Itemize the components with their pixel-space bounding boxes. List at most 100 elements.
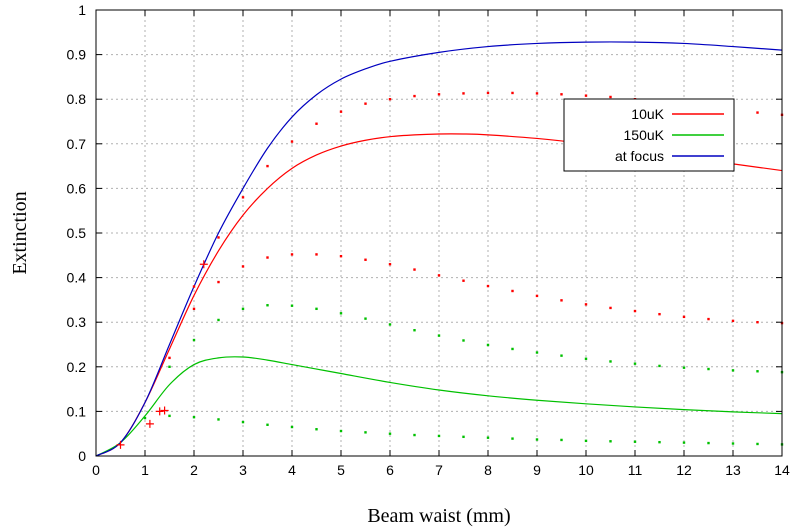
data-point <box>168 415 170 417</box>
data-point <box>168 357 170 359</box>
data-point <box>217 418 219 420</box>
data-point <box>585 94 587 96</box>
data-point <box>389 263 391 265</box>
data-point <box>683 316 685 318</box>
y-tick-label: 0.5 <box>67 225 87 241</box>
x-tick-label: 6 <box>386 462 394 478</box>
legend: 10uK 150uK at focus <box>564 99 734 171</box>
data-point <box>732 369 734 371</box>
legend-label: 150uK <box>624 127 665 143</box>
data-point <box>340 110 342 112</box>
x-tick-label: 5 <box>337 462 345 478</box>
data-point <box>389 323 391 325</box>
y-tick-label: 0.8 <box>67 91 87 107</box>
legend-label: 10uK <box>631 106 664 122</box>
data-point <box>413 434 415 436</box>
x-tick-label: 8 <box>484 462 492 478</box>
data-point <box>609 307 611 309</box>
data-point <box>487 92 489 94</box>
y-axis-title: Extinction <box>9 191 31 274</box>
y-tick-label: 0 <box>78 448 86 464</box>
data-point <box>585 440 587 442</box>
x-tick-label: 3 <box>239 462 247 478</box>
data-point <box>609 440 611 442</box>
data-point <box>315 123 317 125</box>
data-point <box>242 308 244 310</box>
data-point <box>315 428 317 430</box>
data-point <box>193 285 195 287</box>
data-point <box>462 436 464 438</box>
data-point <box>217 319 219 321</box>
data-point <box>756 443 758 445</box>
data-point <box>756 370 758 372</box>
data-point <box>560 439 562 441</box>
data-point <box>291 253 293 255</box>
data-point <box>266 256 268 258</box>
data-point <box>438 435 440 437</box>
data-point <box>732 442 734 444</box>
data-point <box>487 344 489 346</box>
x-tick-label: 4 <box>288 462 296 478</box>
data-point <box>487 285 489 287</box>
x-tick-label: 1 <box>141 462 149 478</box>
data-point <box>707 368 709 370</box>
legend-label: at focus <box>615 148 664 164</box>
x-tick-label: 0 <box>92 462 100 478</box>
data-point <box>511 437 513 439</box>
data-point <box>364 259 366 261</box>
data-point <box>364 317 366 319</box>
data-point <box>560 354 562 356</box>
data-point <box>511 348 513 350</box>
data-point <box>609 96 611 98</box>
data-point <box>340 430 342 432</box>
data-point <box>732 320 734 322</box>
data-point <box>217 236 219 238</box>
data-point <box>634 310 636 312</box>
data-point <box>291 140 293 142</box>
y-tick-label: 1 <box>78 2 86 18</box>
y-tick-label: 0.9 <box>67 47 87 63</box>
x-tick-label: 11 <box>628 462 643 478</box>
x-tick-label: 2 <box>190 462 198 478</box>
y-tick-label: 0.6 <box>67 180 87 196</box>
data-point <box>634 441 636 443</box>
data-point <box>266 304 268 306</box>
data-point <box>438 274 440 276</box>
data-point <box>389 433 391 435</box>
data-point <box>756 111 758 113</box>
data-point <box>536 92 538 94</box>
data-point <box>634 362 636 364</box>
data-point <box>242 265 244 267</box>
data-point <box>168 366 170 368</box>
y-tick-label: 0.4 <box>67 270 87 286</box>
data-point <box>193 339 195 341</box>
y-tick-label: 0.7 <box>67 136 87 152</box>
data-point <box>340 312 342 314</box>
data-point <box>585 303 587 305</box>
data-point <box>658 365 660 367</box>
data-point <box>438 334 440 336</box>
x-tick-label: 7 <box>435 462 443 478</box>
y-tick-label: 0.1 <box>67 403 87 419</box>
data-point <box>511 92 513 94</box>
data-point <box>536 438 538 440</box>
data-point <box>217 281 219 283</box>
data-point <box>291 426 293 428</box>
x-tick-label: 13 <box>725 462 741 478</box>
y-tick-label: 0.2 <box>67 359 87 375</box>
data-point <box>315 253 317 255</box>
data-point <box>364 102 366 104</box>
data-point <box>536 351 538 353</box>
data-point <box>413 329 415 331</box>
data-point <box>266 165 268 167</box>
data-point <box>756 321 758 323</box>
data-point <box>144 417 146 419</box>
data-point <box>340 255 342 257</box>
data-point <box>315 308 317 310</box>
data-point <box>487 437 489 439</box>
data-point <box>462 280 464 282</box>
data-point <box>658 313 660 315</box>
data-point <box>242 421 244 423</box>
x-axis-title: Beam waist (mm) <box>367 505 510 527</box>
